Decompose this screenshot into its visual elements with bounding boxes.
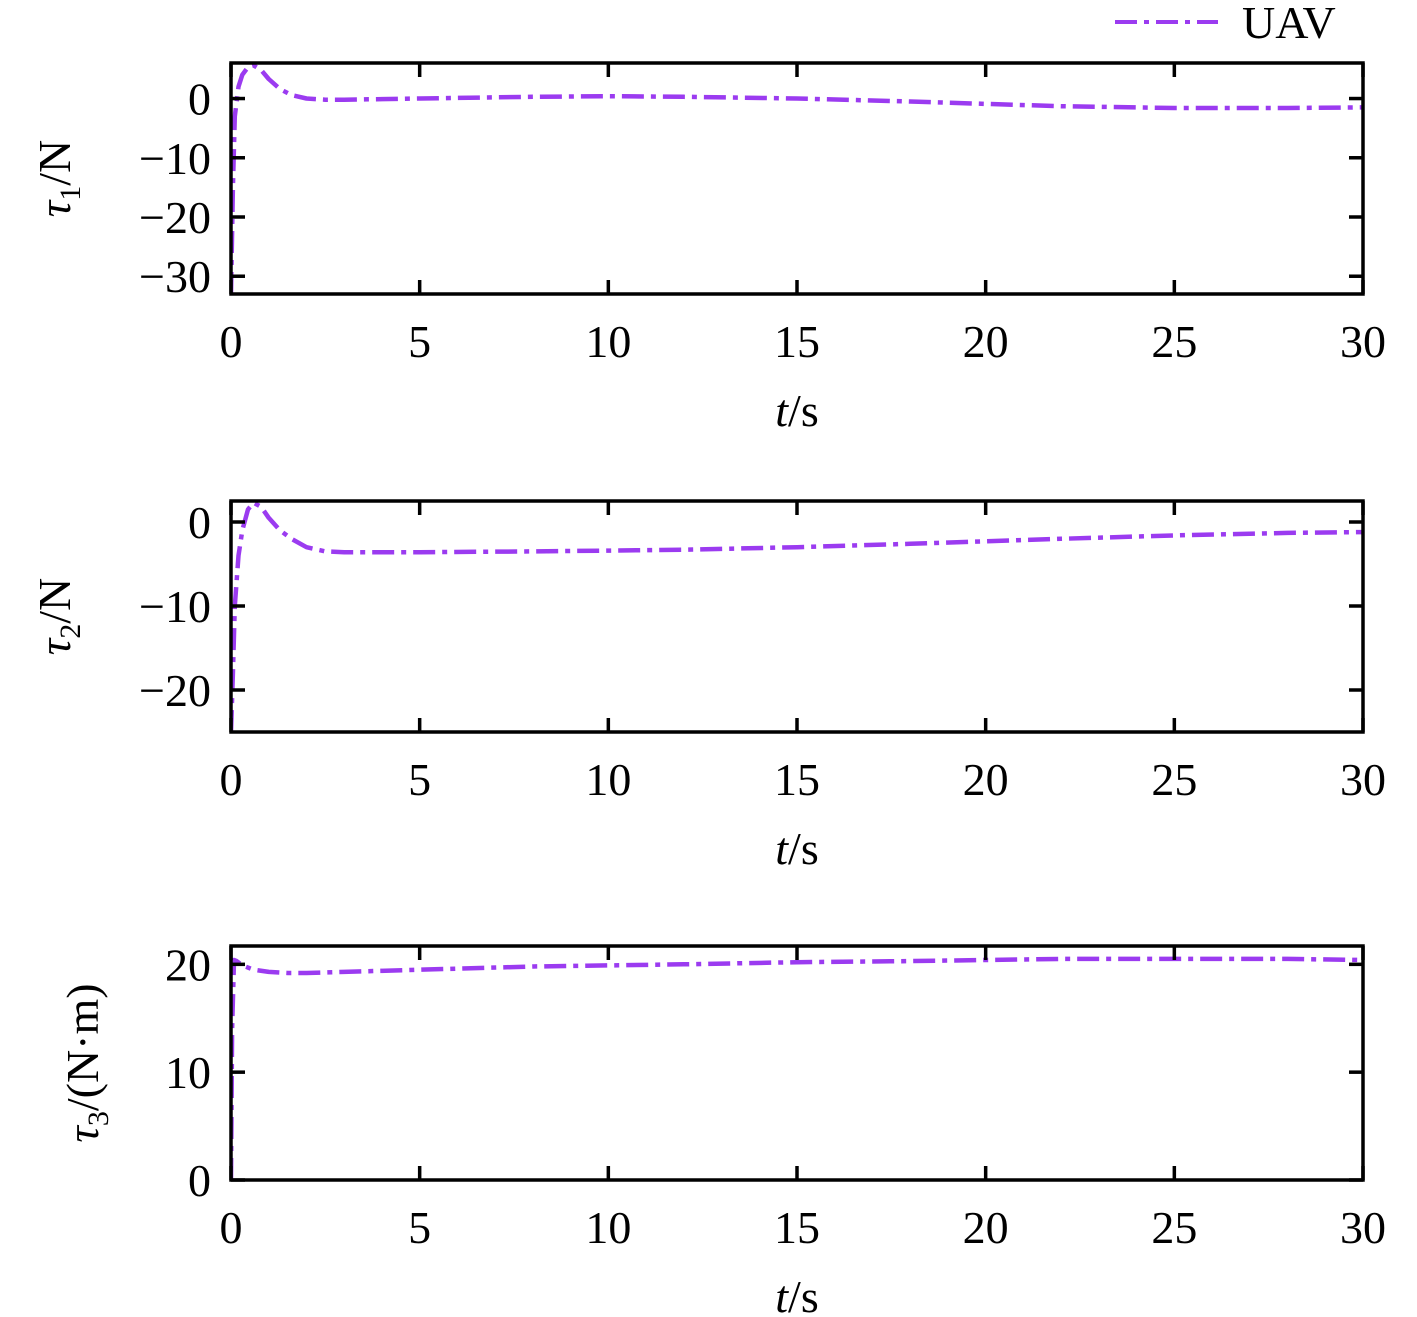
y-axis-symbol: τ [29, 199, 80, 217]
x-tick-label: 10 [585, 316, 631, 367]
x-tick-label: 25 [1151, 754, 1197, 805]
y-tick-label: −10 [139, 581, 211, 632]
y-axis-unit: /N [29, 578, 80, 624]
x-tick-label: 20 [963, 316, 1009, 367]
x-tick-label: 15 [774, 754, 820, 805]
y-tick-label: −10 [139, 133, 211, 184]
y-axis-symbol: τ [29, 637, 80, 655]
y-axis-subscript: 3 [82, 1111, 115, 1126]
y-axis-label: τ1/N [29, 140, 87, 217]
x-tick-label: 25 [1151, 316, 1197, 367]
y-axis-label: τ2/N [29, 578, 87, 655]
x-tick-label: 0 [220, 1202, 243, 1253]
series-line-uav [231, 956, 1363, 1180]
x-tick-label: 5 [408, 316, 431, 367]
y-tick-label: 0 [188, 497, 211, 548]
x-axis-label: t/s [775, 385, 818, 436]
y-axis-unit: /N [29, 140, 80, 186]
x-axis-variable: t [775, 1271, 789, 1317]
x-tick-label: 25 [1151, 1202, 1197, 1253]
y-tick-label: 0 [188, 1155, 211, 1206]
x-axis-label: t/s [775, 823, 818, 874]
x-axis-unit: /s [788, 823, 819, 874]
series-line-uav [231, 63, 1363, 294]
legend-label-uav: UAV [1242, 0, 1336, 48]
x-tick-label: 15 [774, 1202, 820, 1253]
y-axis-unit: /(N·m) [57, 983, 108, 1111]
y-tick-label: 0 [188, 74, 211, 125]
x-tick-label: 20 [963, 1202, 1009, 1253]
x-tick-label: 5 [408, 1202, 431, 1253]
panel-tau2: 0 5 10 15 20 25 30 0 −10 −20 t/s τ2/N [29, 497, 1386, 874]
y-tick-label: 10 [165, 1047, 211, 1098]
x-tick-label: 5 [408, 754, 431, 805]
x-tick-label: 0 [220, 754, 243, 805]
x-tick-label: 10 [585, 1202, 631, 1253]
x-tick-label: 15 [774, 316, 820, 367]
y-tick-label: −20 [139, 192, 211, 243]
x-tick-label: 30 [1340, 1202, 1386, 1253]
x-axis-unit: /s [788, 1271, 819, 1317]
plot-frame [229, 944, 1365, 1182]
y-tick-label: 20 [165, 939, 211, 990]
x-tick-label: 20 [963, 754, 1009, 805]
panel-tau3: 0 5 10 15 20 25 30 0 10 20 t/s τ3/(N·m) [57, 939, 1386, 1317]
y-axis-label: τ3/(N·m) [57, 983, 115, 1142]
x-tick-label: 10 [585, 754, 631, 805]
panel-tau1: 0 5 10 15 20 25 30 0 −10 −20 −30 t/s τ1/N [29, 61, 1386, 436]
x-tick-label: 0 [220, 316, 243, 367]
legend: UAV [1115, 0, 1336, 48]
y-axis-subscript: 1 [54, 186, 87, 201]
y-axis-subscript: 2 [54, 624, 87, 639]
series-line-uav [231, 501, 1363, 732]
y-tick-label: −20 [139, 665, 211, 716]
y-axis-symbol: τ [57, 1125, 108, 1143]
x-axis-variable: t [775, 823, 789, 874]
x-tick-label: 30 [1340, 754, 1386, 805]
x-axis-label: t/s [775, 1271, 818, 1317]
x-axis-unit: /s [788, 385, 819, 436]
y-tick-label: −30 [139, 251, 211, 302]
x-axis-variable: t [775, 385, 789, 436]
x-tick-label: 30 [1340, 316, 1386, 367]
